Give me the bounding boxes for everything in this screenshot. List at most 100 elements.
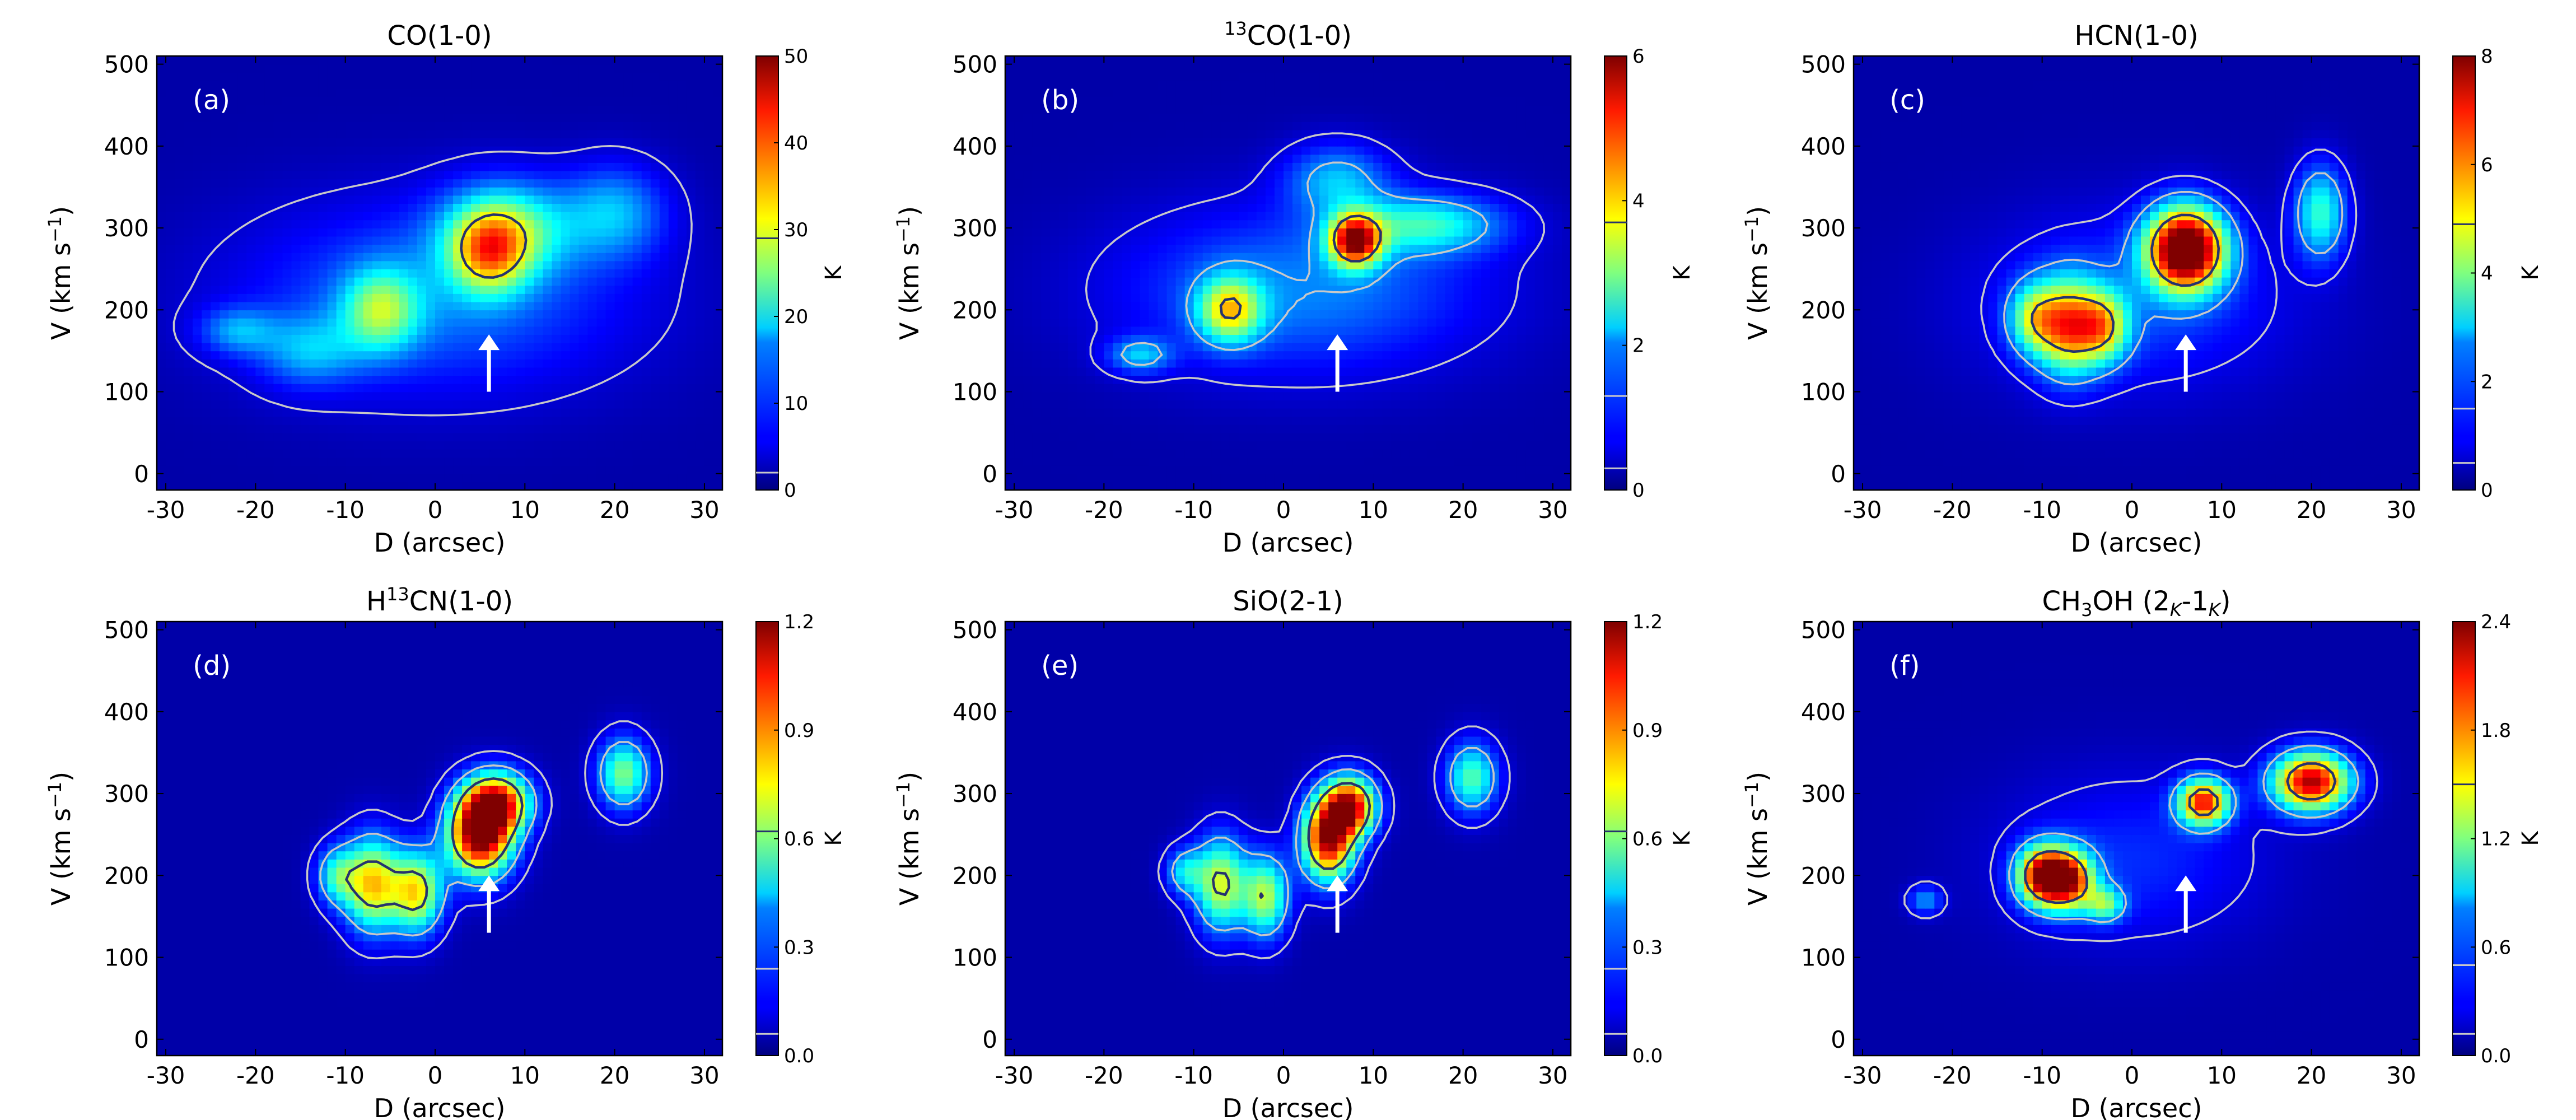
- y-tick-label: 0: [1831, 460, 1846, 488]
- x-axis-label: D (arcsec): [374, 528, 506, 558]
- colorbar-tick-label: 30: [784, 219, 808, 241]
- y-tick-label: 100: [1801, 379, 1846, 406]
- x-tick-label: 30: [1538, 496, 1567, 524]
- heatmap-image: [1854, 56, 2420, 491]
- x-axis-label: D (arcsec): [1222, 1093, 1354, 1120]
- colorbar-tick-label: 40: [784, 132, 808, 155]
- colorbar-tick-label: 2: [2481, 371, 2493, 393]
- panel-label: (c): [1889, 85, 1925, 116]
- contour-level: [2031, 213, 2220, 353]
- heatmap-image: [157, 56, 723, 491]
- colorbar-tick-label: 10: [784, 393, 808, 415]
- colorbar-tick-label: 6: [1632, 45, 1645, 68]
- colorbar-tick-label: 0.9: [1632, 720, 1663, 742]
- contour-level: [1980, 148, 2358, 408]
- colorbar-label: K: [1669, 830, 1695, 846]
- x-tick-label: 10: [2207, 496, 2237, 524]
- colorbar-tick-label: 2: [1632, 335, 1645, 357]
- x-tick-label: 10: [1359, 1062, 1388, 1089]
- contour-lines: [172, 144, 693, 417]
- y-tick-label: 0: [134, 1026, 149, 1053]
- colorbar-tick-label: 1.2: [784, 611, 814, 633]
- contour-lines: [1980, 148, 2358, 408]
- x-tick-label: 20: [1448, 1062, 1478, 1089]
- y-tick-label: 300: [104, 780, 149, 808]
- colorbar-label: K: [2518, 265, 2544, 281]
- colorbar-tick-label: 0.6: [1632, 828, 1663, 851]
- panel-label: (b): [1041, 85, 1079, 116]
- x-tick-label: 0: [1276, 1062, 1291, 1089]
- y-axis-label: V (km s−1): [44, 772, 76, 906]
- y-axis-label: V (km s−1): [44, 206, 76, 340]
- arrow-head: [478, 334, 500, 351]
- panel-title: HCN(1-0): [2074, 20, 2198, 52]
- y-tick-label: 500: [1801, 617, 1846, 644]
- y-tick-label: 0: [1831, 1026, 1846, 1053]
- y-tick-label: 100: [104, 944, 149, 972]
- contour-level: [460, 213, 528, 279]
- contour-level: [2008, 744, 2360, 923]
- x-tick-label: 0: [1276, 496, 1291, 524]
- y-axis-label: V (km s−1): [1741, 206, 1773, 340]
- colorbar-label: K: [821, 830, 847, 846]
- contour-level: [172, 144, 693, 417]
- y-tick-label: 200: [953, 862, 997, 889]
- y-tick-label: 100: [1801, 944, 1846, 972]
- y-tick-label: 500: [1801, 51, 1846, 78]
- y-tick-label: 200: [1801, 862, 1846, 889]
- colorbar-tick-label: 4: [1632, 190, 1645, 212]
- contour-lines: [1157, 725, 1511, 960]
- colorbar-tick-label: 0.3: [1632, 936, 1663, 959]
- contour-level: [2003, 172, 2344, 386]
- x-axis-label: D (arcsec): [2071, 528, 2202, 558]
- colorbar-tick-label: 0.6: [2481, 936, 2511, 959]
- arrow-head: [478, 875, 500, 892]
- plot-frame: [1852, 55, 2420, 491]
- x-tick-label: 10: [510, 1062, 540, 1089]
- panel-title: CH3OH (2K-1K): [2042, 586, 2231, 620]
- y-tick-label: 0: [982, 460, 997, 488]
- x-tick-label: 30: [2386, 1062, 2416, 1089]
- y-tick-label: 300: [104, 214, 149, 242]
- x-tick-label: 0: [428, 496, 443, 524]
- panel-title: 13CO(1-0): [1224, 18, 1352, 52]
- y-tick-label: 500: [953, 617, 997, 644]
- y-tick-label: 300: [953, 780, 997, 808]
- panel-title: SiO(2-1): [1233, 586, 1343, 617]
- colorbar-tick-label: 6: [2481, 154, 2493, 176]
- arrow-head: [1327, 334, 1348, 351]
- colorbar-tick-label: 20: [784, 306, 808, 328]
- panel-label: (f): [1889, 650, 1920, 682]
- colorbar-tick-label: 0.0: [2481, 1045, 2511, 1067]
- x-axis-label: D (arcsec): [1222, 528, 1354, 558]
- heatmap-image: [157, 622, 723, 1056]
- x-tick-label: 30: [1538, 1062, 1567, 1089]
- x-tick-label: -30: [1844, 496, 1882, 524]
- y-axis-label: V (km s−1): [893, 206, 925, 340]
- y-axis-label: V (km s−1): [893, 772, 925, 906]
- colorbar-tick-label: 1.2: [2481, 828, 2511, 851]
- y-axis-label: V (km s−1): [1741, 772, 1773, 906]
- y-tick-label: 400: [953, 133, 997, 160]
- x-tick-label: -20: [1933, 496, 1972, 524]
- y-tick-label: 100: [953, 379, 997, 406]
- y-tick-label: 300: [953, 214, 997, 242]
- x-tick-label: 0: [2125, 1062, 2140, 1089]
- x-tick-label: -10: [326, 496, 365, 524]
- y-tick-label: 300: [1801, 780, 1846, 808]
- x-tick-label: -20: [236, 496, 275, 524]
- x-tick-label: -10: [326, 1062, 365, 1089]
- y-tick-label: 500: [104, 617, 149, 644]
- x-tick-label: -30: [147, 496, 185, 524]
- y-tick-label: 200: [1801, 296, 1846, 324]
- x-tick-label: -20: [1933, 1062, 1972, 1089]
- y-tick-label: 100: [104, 379, 149, 406]
- colorbar-tick-label: 0.0: [1632, 1045, 1663, 1067]
- x-tick-label: 20: [600, 1062, 629, 1089]
- colorbar: [1604, 55, 1627, 491]
- contour-lines: [306, 720, 664, 960]
- x-tick-label: 10: [510, 496, 540, 524]
- x-tick-label: 30: [2386, 496, 2416, 524]
